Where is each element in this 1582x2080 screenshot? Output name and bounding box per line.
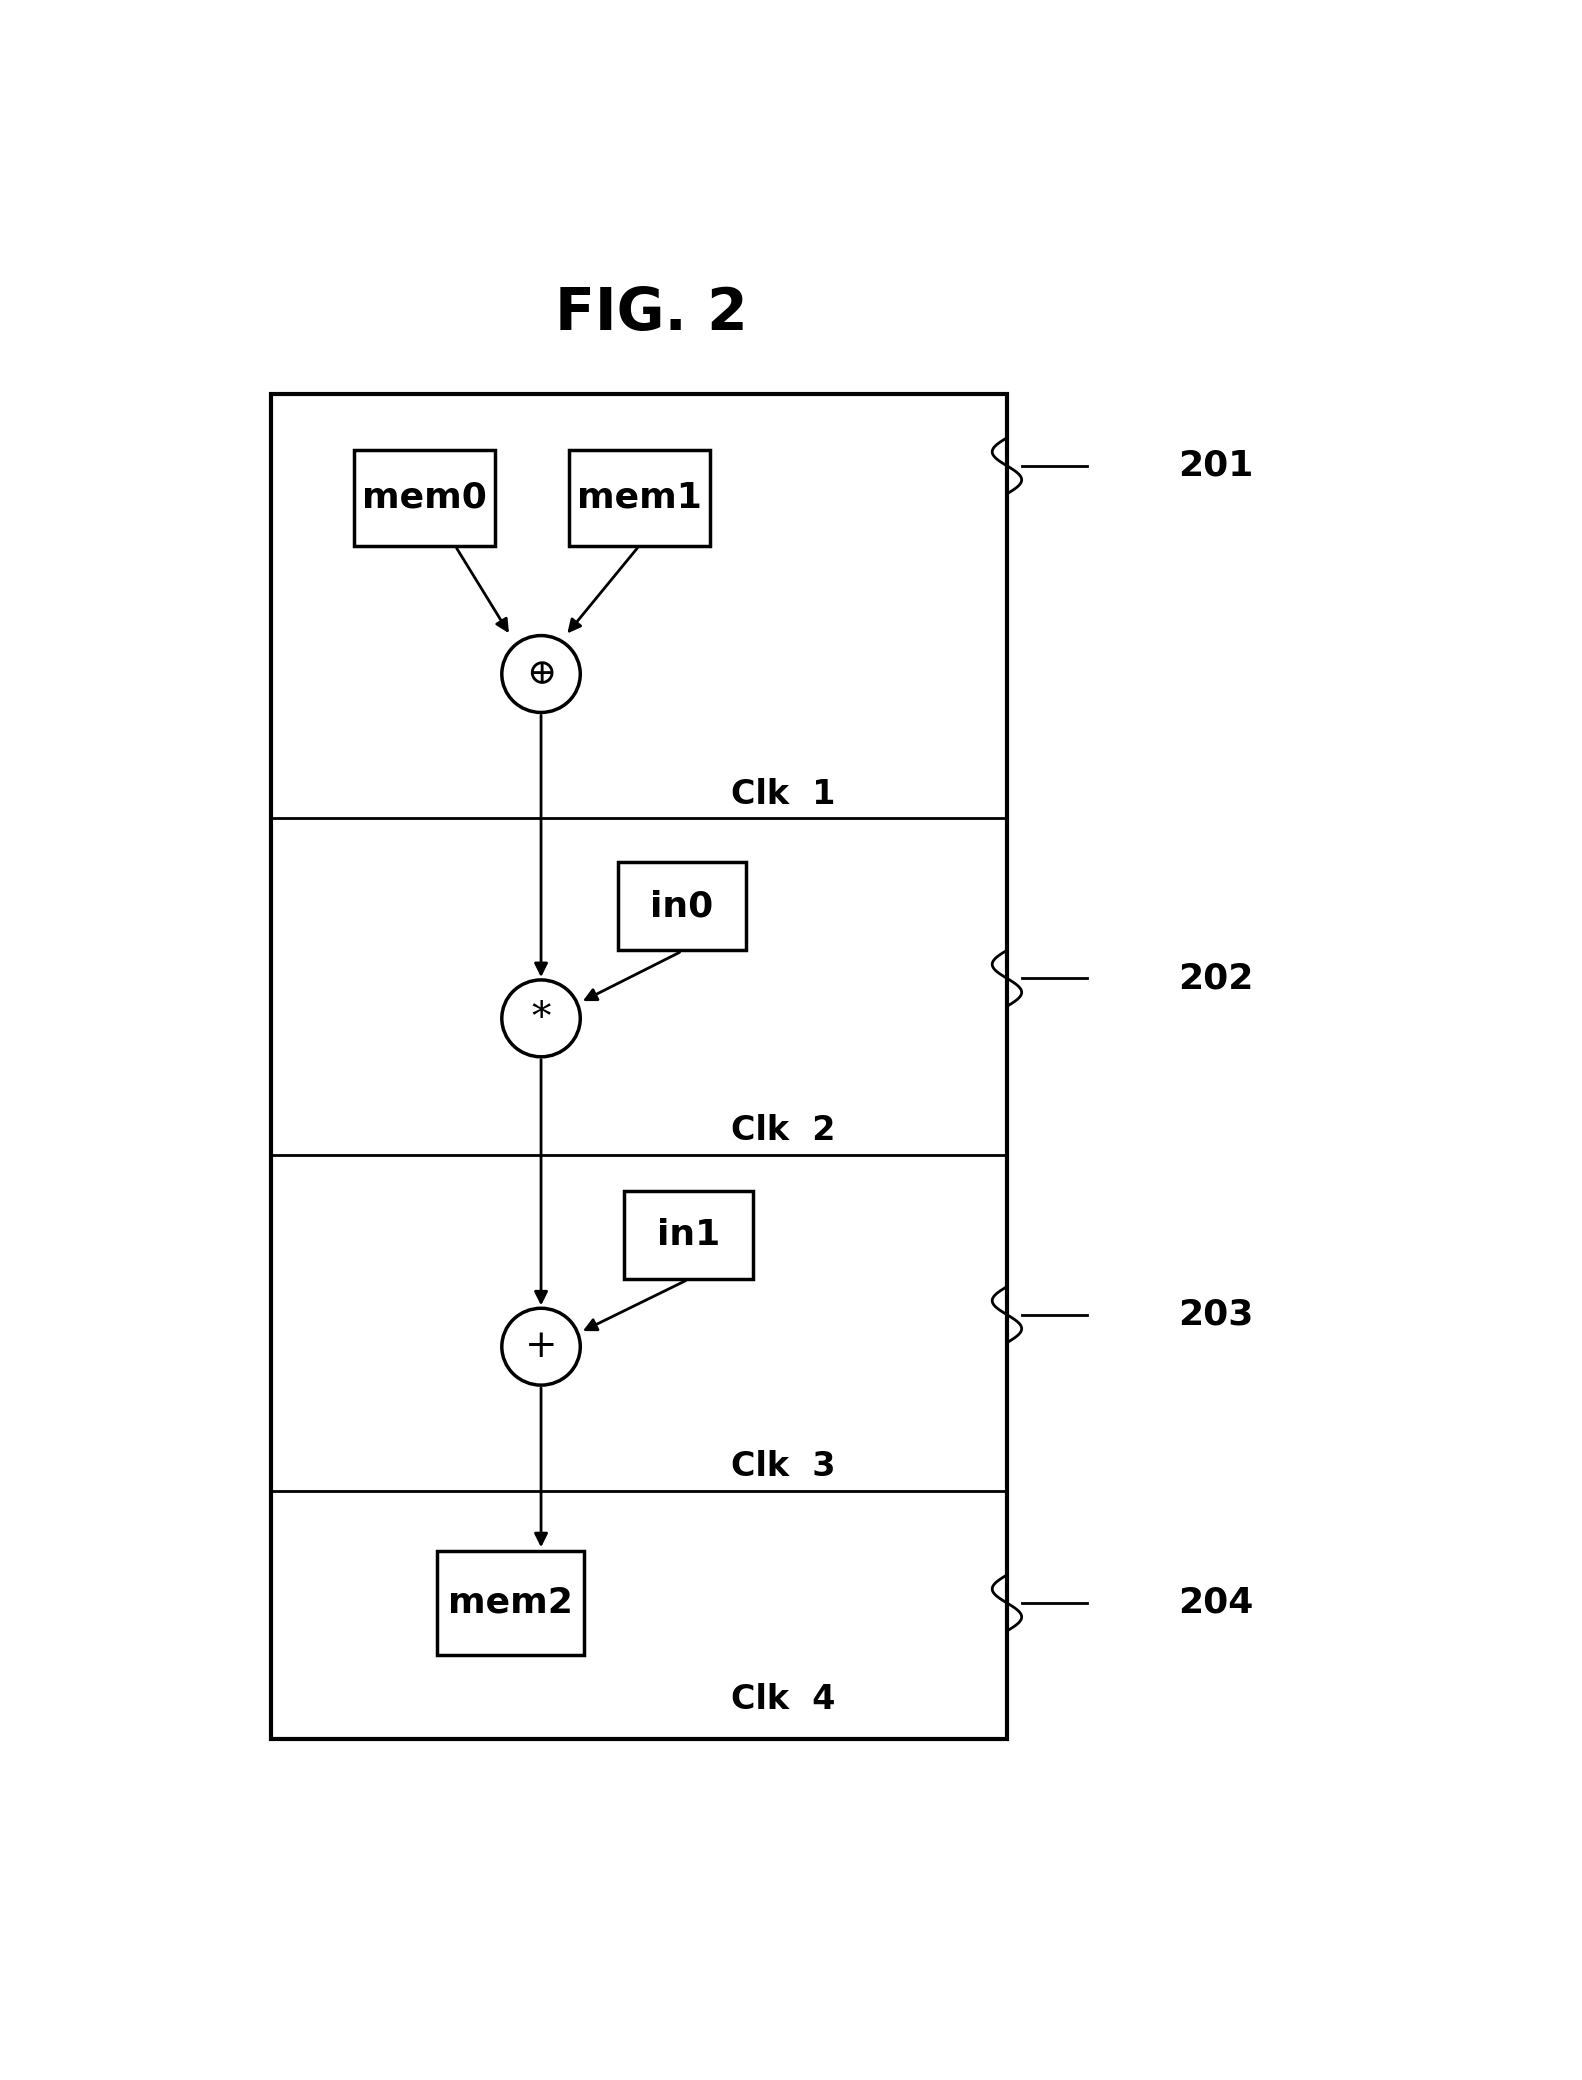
Bar (354, 449, 495, 545)
Ellipse shape (501, 1308, 581, 1385)
Text: 203: 203 (1179, 1298, 1255, 1331)
Text: mem2: mem2 (448, 1585, 573, 1620)
Text: *: * (532, 1000, 551, 1036)
Text: in1: in1 (657, 1217, 720, 1252)
Text: +: + (525, 1329, 557, 1364)
Text: 204: 204 (1179, 1585, 1255, 1620)
Text: ⊕: ⊕ (525, 657, 557, 691)
Text: Clk  2: Clk 2 (731, 1115, 835, 1146)
Ellipse shape (501, 636, 581, 713)
Bar (568, 449, 710, 545)
Text: 202: 202 (1179, 961, 1255, 996)
Bar (272, 393, 1006, 1739)
Text: mem0: mem0 (362, 480, 487, 516)
Text: FIG. 2: FIG. 2 (555, 285, 748, 343)
Text: 201: 201 (1179, 449, 1255, 483)
Text: Clk  4: Clk 4 (731, 1683, 835, 1716)
Bar (623, 1190, 753, 1279)
Text: mem1: mem1 (577, 480, 701, 516)
Ellipse shape (501, 980, 581, 1057)
Bar (437, 1552, 584, 1656)
Text: in0: in0 (650, 890, 713, 924)
Bar (617, 863, 747, 951)
Text: Clk  3: Clk 3 (731, 1450, 835, 1483)
Text: Clk  1: Clk 1 (731, 778, 835, 811)
